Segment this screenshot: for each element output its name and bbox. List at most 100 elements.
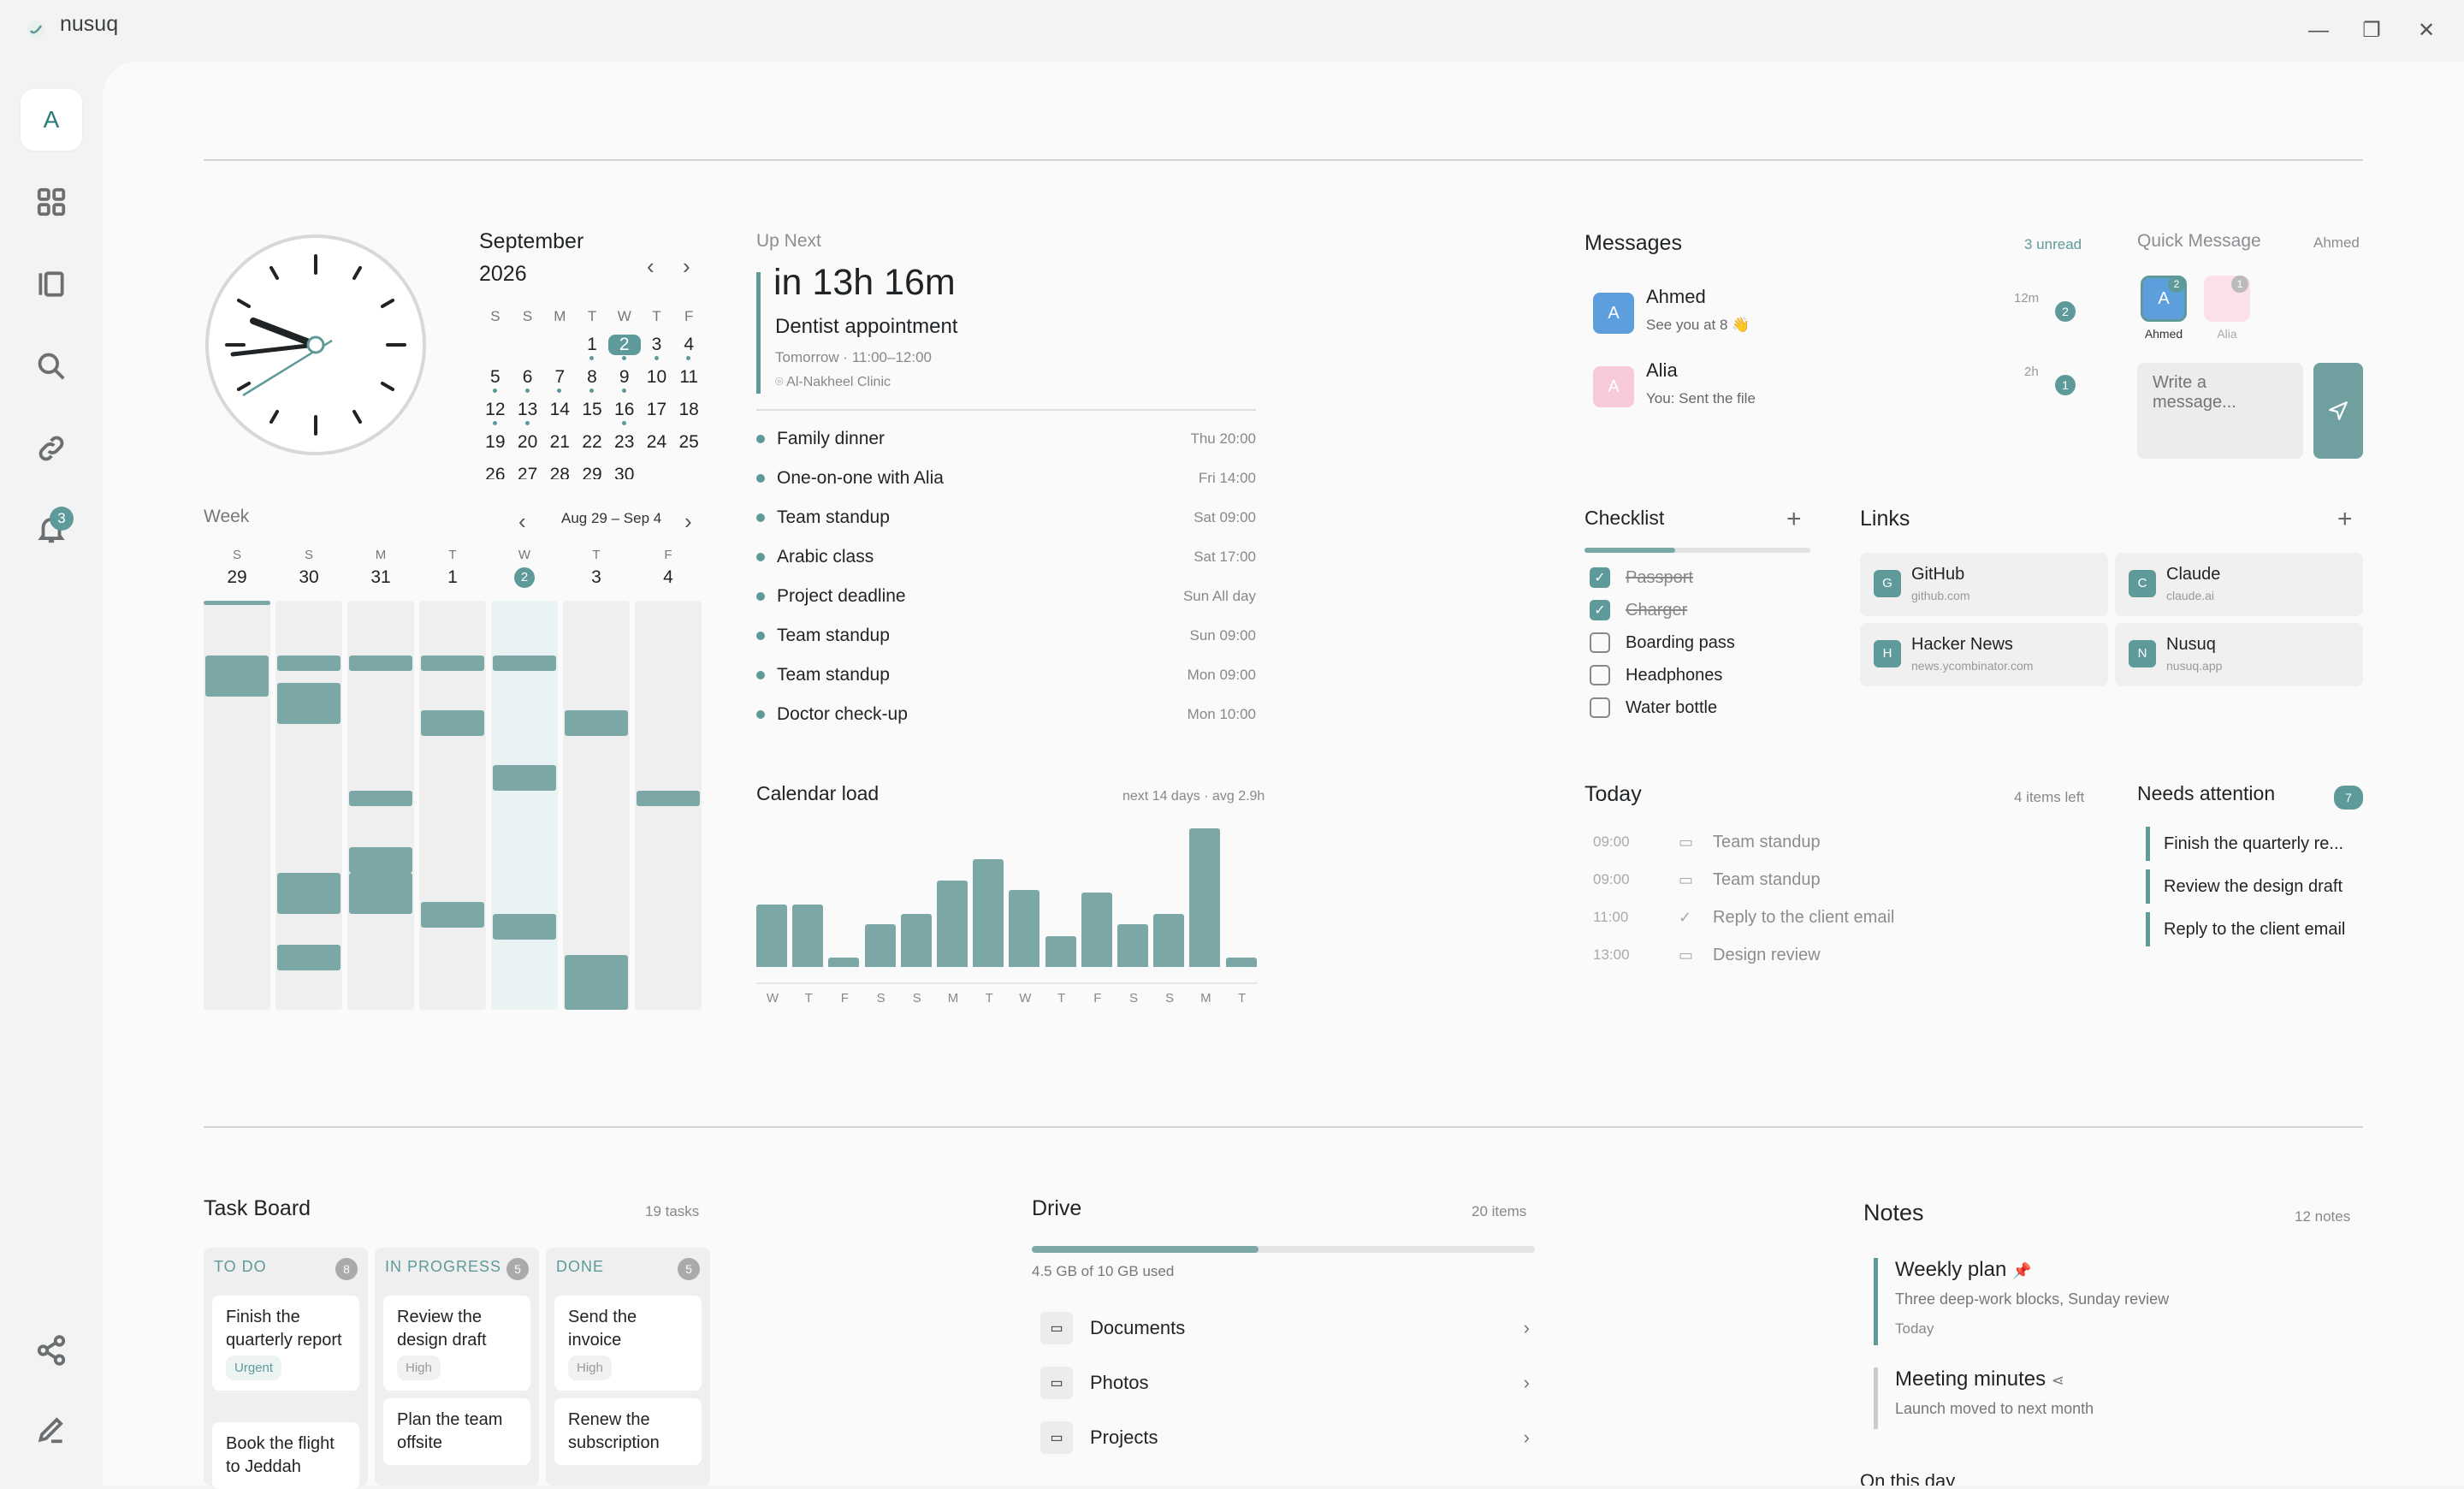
week-event[interactable] [349, 791, 412, 806]
needs-attention-item[interactable]: Finish the quarterly re... [2146, 827, 2363, 861]
checkbox[interactable]: ✓ [1590, 600, 1610, 620]
calendar-day[interactable]: 4 [672, 335, 705, 360]
profile-avatar[interactable]: A [21, 89, 82, 151]
note-card[interactable]: Meeting minutes ⋖ Launch moved to next m… [1874, 1367, 2094, 1429]
week-event[interactable] [493, 914, 556, 940]
minimize-button[interactable]: — [2308, 19, 2329, 42]
week-event[interactable] [421, 656, 484, 671]
calendar-day[interactable]: 18 [678, 400, 699, 419]
folder-row[interactable]: ▭ Projects › [1040, 1414, 1530, 1462]
link-card[interactable]: H Hacker News news.ycombinator.com [1860, 623, 2108, 686]
calendar-day[interactable]: 21 [549, 432, 570, 452]
week-event[interactable] [277, 945, 341, 970]
week-day-header[interactable]: S 29 [204, 548, 270, 588]
share-nav[interactable] [21, 1320, 82, 1381]
upnext-item[interactable]: Team standup Sun 09:00 [756, 616, 1256, 656]
week-event[interactable] [277, 683, 341, 724]
week-event[interactable] [637, 791, 700, 806]
checklist-item[interactable]: Water bottle [1590, 691, 1717, 724]
week-event[interactable] [493, 656, 556, 671]
week-event[interactable] [349, 847, 412, 873]
calendar-day[interactable]: 12 [479, 400, 512, 425]
calendar-day[interactable]: 3 [641, 335, 673, 360]
upnext-item[interactable]: Team standup Mon 09:00 [756, 656, 1256, 695]
folder-row[interactable]: ▭ Documents › [1040, 1304, 1530, 1352]
calendar-prev-button[interactable]: ‹ [647, 253, 654, 279]
calendar-day[interactable]: 5 [479, 367, 512, 393]
dashboard-nav[interactable] [21, 171, 82, 233]
checklist-item[interactable]: Boarding pass [1590, 626, 1735, 659]
calendar-day[interactable]: 14 [549, 400, 570, 419]
week-event[interactable] [565, 710, 628, 736]
week-day-column[interactable] [275, 601, 342, 1010]
today-item[interactable]: 09:00 ▭ Team standup [1593, 823, 1821, 861]
link-card[interactable]: N Nusuq nusuq.app [2115, 623, 2363, 686]
calendar-day[interactable]: 8 [576, 367, 608, 393]
calendar-day[interactable]: 26 [485, 465, 506, 479]
week-event[interactable] [205, 656, 269, 697]
upnext-item[interactable]: Arabic class Sat 17:00 [756, 537, 1256, 577]
week-day-header[interactable]: S 30 [275, 548, 342, 588]
checklist-add-button[interactable]: + [1786, 505, 1802, 533]
week-event[interactable] [349, 873, 412, 914]
calendar-day[interactable]: 20 [517, 432, 538, 452]
checklist-item[interactable]: Headphones [1590, 659, 1722, 691]
today-item[interactable]: 13:00 ▭ Design review [1593, 936, 1821, 974]
calendar-day[interactable]: 19 [485, 432, 506, 452]
maximize-button[interactable]: ❐ [2362, 19, 2381, 42]
week-day-column[interactable] [563, 601, 630, 1010]
week-event[interactable] [421, 902, 484, 928]
today-item[interactable]: 11:00 ✓ Reply to the client email [1593, 899, 1894, 936]
week-event[interactable] [277, 873, 341, 914]
calendar-day[interactable]: 7 [543, 367, 576, 393]
task-card[interactable]: Send the invoice High [554, 1296, 702, 1391]
week-event[interactable] [277, 656, 341, 671]
calendar-day[interactable]: 11 [679, 367, 699, 387]
task-card[interactable]: Plan the team offsite [383, 1398, 530, 1465]
calendar-day[interactable]: 28 [549, 465, 570, 479]
needs-attention-item[interactable]: Reply to the client email [2146, 912, 2363, 946]
week-event[interactable] [565, 955, 628, 1010]
task-card[interactable]: Finish the quarterly report Urgent [212, 1296, 359, 1391]
week-day-column[interactable] [491, 601, 558, 1010]
calendar-day[interactable]: 13 [512, 400, 544, 425]
week-prev-button[interactable]: ‹ [518, 508, 526, 534]
week-next-button[interactable]: › [684, 508, 692, 534]
upnext-item[interactable]: Project deadline Sun All day [756, 577, 1256, 616]
links-add-button[interactable]: + [2337, 505, 2353, 533]
library-nav[interactable] [21, 253, 82, 315]
checklist-item[interactable]: ✓ Charger [1590, 594, 1687, 626]
calendar-day[interactable]: 24 [646, 432, 667, 452]
calendar-day-today[interactable]: 2 [607, 335, 641, 360]
checklist-item[interactable]: ✓ Passport [1590, 561, 1693, 594]
message-row[interactable]: A Alia You: Sent the file 2h 1 [1584, 349, 2091, 423]
note-card[interactable]: Weekly plan 📌 Three deep-work blocks, Su… [1874, 1258, 2169, 1345]
calendar-day[interactable]: 27 [517, 465, 538, 479]
calendar-day[interactable]: 22 [582, 432, 602, 452]
quick-message-input[interactable] [2137, 363, 2303, 459]
calendar-day[interactable]: 16 [608, 400, 641, 425]
needs-attention-item[interactable]: Review the design draft [2146, 869, 2363, 904]
upnext-item[interactable]: Doctor check-up Mon 10:00 [756, 695, 1256, 734]
calendar-day[interactable]: 30 [614, 465, 635, 479]
folder-row[interactable]: ▭ Photos › [1040, 1359, 1530, 1407]
task-card[interactable]: Review the design draft High [383, 1296, 530, 1391]
edit-nav[interactable] [21, 1398, 82, 1460]
calendar-day[interactable]: 25 [678, 432, 699, 452]
week-event[interactable] [349, 656, 412, 671]
calendar-day[interactable]: 15 [582, 400, 602, 419]
upnext-item[interactable]: One-on-one with Alia Fri 14:00 [756, 459, 1256, 498]
calendar-day[interactable]: 9 [608, 367, 641, 393]
calendar-day[interactable]: 1 [576, 335, 608, 360]
today-item[interactable]: 09:00 ▭ Team standup [1593, 861, 1821, 899]
task-card[interactable]: Book the flight to Jeddah [212, 1422, 359, 1489]
calendar-next-button[interactable]: › [683, 253, 690, 279]
calendar-day[interactable]: 6 [512, 367, 544, 393]
upnext-item[interactable]: Team standup Sat 09:00 [756, 498, 1256, 537]
calendar-day[interactable]: 17 [646, 400, 667, 419]
week-day-column[interactable] [347, 601, 414, 1010]
